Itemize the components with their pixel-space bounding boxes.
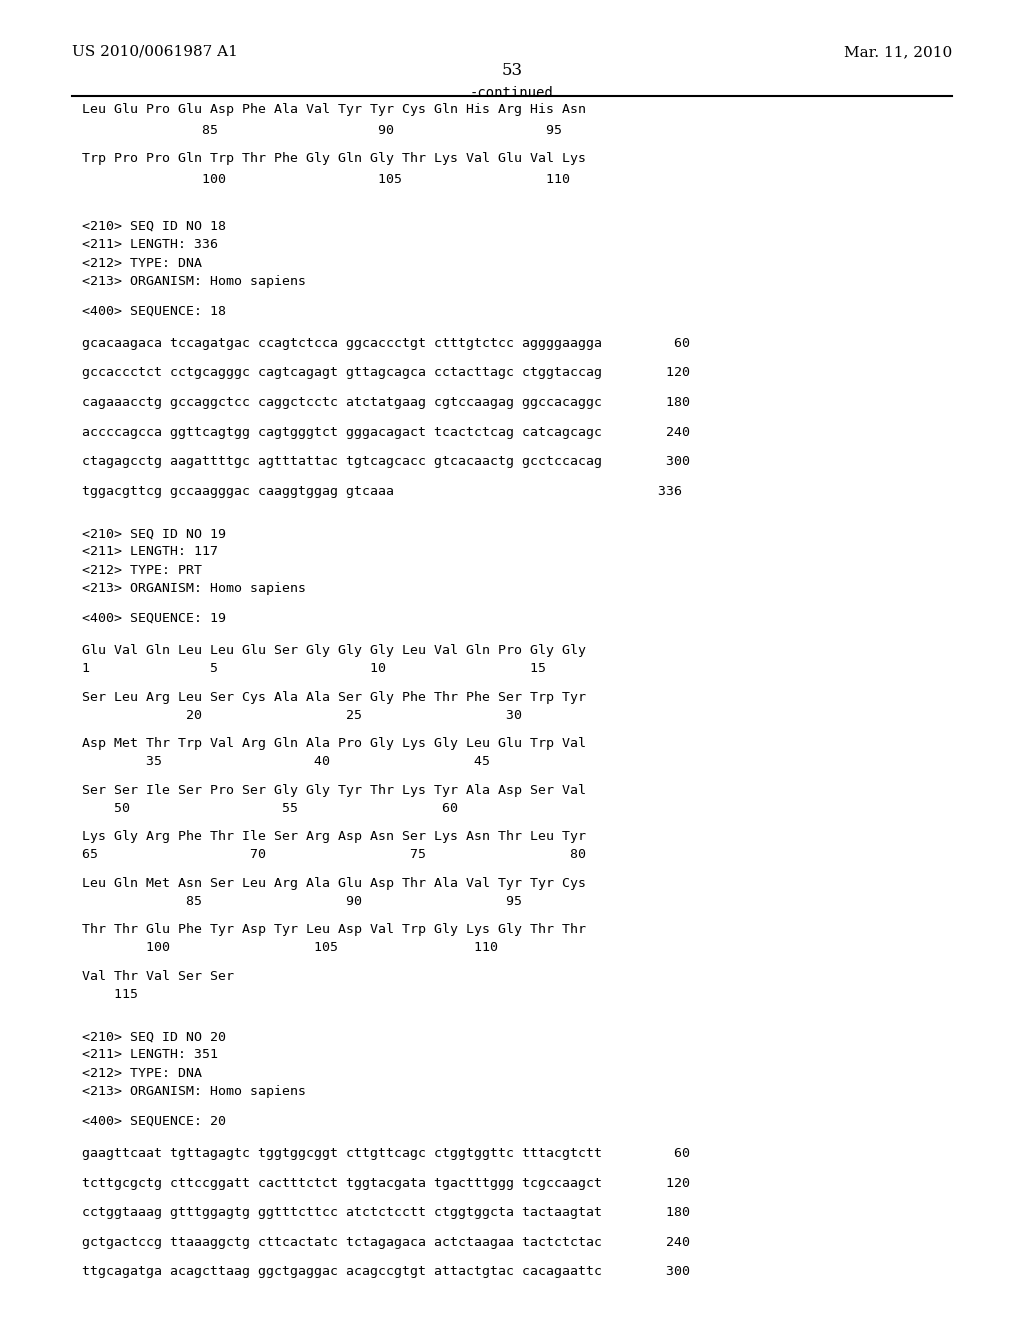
Text: 1               5                   10                  15: 1 5 10 15 xyxy=(82,663,546,676)
Text: 85                  90                  95: 85 90 95 xyxy=(82,895,522,908)
Text: Asp Met Thr Trp Val Arg Gln Ala Pro Gly Lys Gly Leu Glu Trp Val: Asp Met Thr Trp Val Arg Gln Ala Pro Gly … xyxy=(82,737,586,750)
Text: Leu Gln Met Asn Ser Leu Arg Ala Glu Asp Thr Ala Val Tyr Tyr Cys: Leu Gln Met Asn Ser Leu Arg Ala Glu Asp … xyxy=(82,876,586,890)
Text: gctgactccg ttaaaggctg cttcactatc tctagagaca actctaagaa tactctctac        240: gctgactccg ttaaaggctg cttcactatc tctagag… xyxy=(82,1236,690,1249)
Text: ttgcagatga acagcttaag ggctgaggac acagccgtgt attactgtac cacagaattc        300: ttgcagatga acagcttaag ggctgaggac acagccg… xyxy=(82,1266,690,1278)
Text: Ser Leu Arg Leu Ser Cys Ala Ala Ser Gly Phe Thr Phe Ser Trp Tyr: Ser Leu Arg Leu Ser Cys Ala Ala Ser Gly … xyxy=(82,690,586,704)
Text: <213> ORGANISM: Homo sapiens: <213> ORGANISM: Homo sapiens xyxy=(82,275,306,288)
Text: 35                   40                  45: 35 40 45 xyxy=(82,755,489,768)
Text: gaagttcaat tgttagagtc tggtggcggt cttgttcagc ctggtggttc tttacgtctt         60: gaagttcaat tgttagagtc tggtggcggt cttgttc… xyxy=(82,1147,690,1160)
Text: US 2010/0061987 A1: US 2010/0061987 A1 xyxy=(72,45,238,59)
Text: -continued: -continued xyxy=(470,86,554,100)
Text: 65                   70                  75                  80: 65 70 75 80 xyxy=(82,849,586,862)
Text: <400> SEQUENCE: 19: <400> SEQUENCE: 19 xyxy=(82,611,226,624)
Text: 53: 53 xyxy=(502,62,522,79)
Text: gccaccctct cctgcagggc cagtcagagt gttagcagca cctacttagc ctggtaccag        120: gccaccctct cctgcagggc cagtcagagt gttagca… xyxy=(82,367,690,379)
Text: Leu Glu Pro Glu Asp Phe Ala Val Tyr Tyr Cys Gln His Arg His Asn: Leu Glu Pro Glu Asp Phe Ala Val Tyr Tyr … xyxy=(82,103,586,116)
Text: 100                  105                 110: 100 105 110 xyxy=(82,941,498,954)
Text: <211> LENGTH: 117: <211> LENGTH: 117 xyxy=(82,545,218,558)
Text: Glu Val Gln Leu Leu Glu Ser Gly Gly Gly Leu Val Gln Pro Gly Gly: Glu Val Gln Leu Leu Glu Ser Gly Gly Gly … xyxy=(82,644,586,657)
Text: Val Thr Val Ser Ser: Val Thr Val Ser Ser xyxy=(82,969,233,982)
Text: <210> SEQ ID NO 18: <210> SEQ ID NO 18 xyxy=(82,220,226,232)
Text: 115: 115 xyxy=(82,987,138,1001)
Text: gcacaagaca tccagatgac ccagtctcca ggcaccctgt ctttgtctcc aggggaagga         60: gcacaagaca tccagatgac ccagtctcca ggcaccc… xyxy=(82,337,690,350)
Text: 20                  25                  30: 20 25 30 xyxy=(82,709,522,722)
Text: <212> TYPE: DNA: <212> TYPE: DNA xyxy=(82,1067,202,1080)
Text: tcttgcgctg cttccggatt cactttctct tggtacgata tgactttggg tcgccaagct        120: tcttgcgctg cttccggatt cactttctct tggtacg… xyxy=(82,1176,690,1189)
Text: cctggtaaag gtttggagtg ggtttcttcc atctctcctt ctggtggcta tactaagtat        180: cctggtaaag gtttggagtg ggtttcttcc atctctc… xyxy=(82,1206,690,1220)
Text: <400> SEQUENCE: 18: <400> SEQUENCE: 18 xyxy=(82,305,226,317)
Text: <210> SEQ ID NO 19: <210> SEQ ID NO 19 xyxy=(82,527,226,540)
Text: Lys Gly Arg Phe Thr Ile Ser Arg Asp Asn Ser Lys Asn Thr Leu Tyr: Lys Gly Arg Phe Thr Ile Ser Arg Asp Asn … xyxy=(82,830,586,843)
Text: Trp Pro Pro Gln Trp Thr Phe Gly Gln Gly Thr Lys Val Glu Val Lys: Trp Pro Pro Gln Trp Thr Phe Gly Gln Gly … xyxy=(82,152,586,165)
Text: <213> ORGANISM: Homo sapiens: <213> ORGANISM: Homo sapiens xyxy=(82,582,306,595)
Text: cagaaacctg gccaggctcc caggctcctc atctatgaag cgtccaagag ggccacaggc        180: cagaaacctg gccaggctcc caggctcctc atctatg… xyxy=(82,396,690,409)
Text: 50                   55                  60: 50 55 60 xyxy=(82,801,458,814)
Text: Mar. 11, 2010: Mar. 11, 2010 xyxy=(844,45,952,59)
Text: <213> ORGANISM: Homo sapiens: <213> ORGANISM: Homo sapiens xyxy=(82,1085,306,1098)
Text: <211> LENGTH: 351: <211> LENGTH: 351 xyxy=(82,1048,218,1061)
Text: Thr Thr Glu Phe Tyr Asp Tyr Leu Asp Val Trp Gly Lys Gly Thr Thr: Thr Thr Glu Phe Tyr Asp Tyr Leu Asp Val … xyxy=(82,923,586,936)
Text: Ser Ser Ile Ser Pro Ser Gly Gly Tyr Thr Lys Tyr Ala Asp Ser Val: Ser Ser Ile Ser Pro Ser Gly Gly Tyr Thr … xyxy=(82,784,586,796)
Text: <212> TYPE: PRT: <212> TYPE: PRT xyxy=(82,564,202,577)
Text: <210> SEQ ID NO 20: <210> SEQ ID NO 20 xyxy=(82,1030,226,1043)
Text: <400> SEQUENCE: 20: <400> SEQUENCE: 20 xyxy=(82,1114,226,1127)
Text: ctagagcctg aagattttgc agtttattac tgtcagcacc gtcacaactg gcctccacag        300: ctagagcctg aagattttgc agtttattac tgtcagc… xyxy=(82,455,690,469)
Text: <211> LENGTH: 336: <211> LENGTH: 336 xyxy=(82,238,218,251)
Text: tggacgttcg gccaagggac caaggtggag gtcaaa                                 336: tggacgttcg gccaagggac caaggtggag gtcaaa … xyxy=(82,484,682,498)
Text: accccagcca ggttcagtgg cagtgggtct gggacagact tcactctcag catcagcagc        240: accccagcca ggttcagtgg cagtgggtct gggacag… xyxy=(82,425,690,438)
Text: 85                    90                   95: 85 90 95 xyxy=(82,124,562,137)
Text: 100                   105                  110: 100 105 110 xyxy=(82,173,570,186)
Text: <212> TYPE: DNA: <212> TYPE: DNA xyxy=(82,256,202,269)
